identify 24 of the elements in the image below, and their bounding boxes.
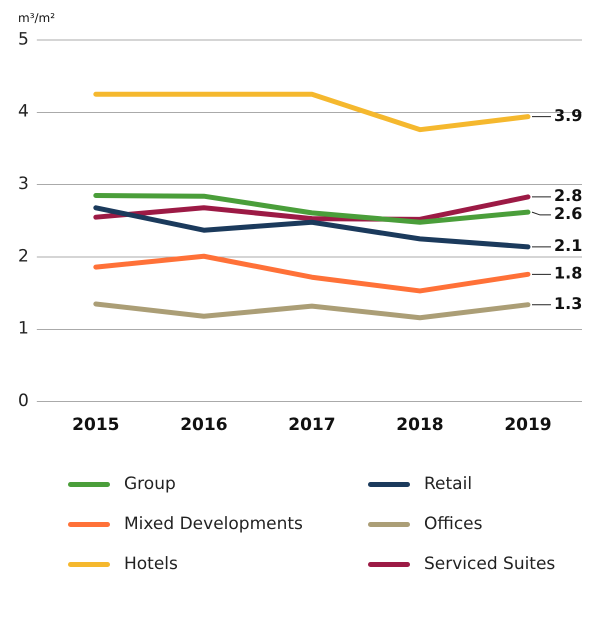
y-tick-label: 2 xyxy=(18,246,29,266)
x-tick-label: 2015 xyxy=(72,415,120,436)
y-tick-label: 4 xyxy=(18,102,29,122)
x-tick-label: 2018 xyxy=(396,415,444,436)
x-tick-label: 2019 xyxy=(504,415,552,436)
legend-label: Serviced Suites xyxy=(424,554,556,574)
data-label: 3.9 xyxy=(554,106,582,125)
data-label: 2.8 xyxy=(554,186,582,206)
legend-label: Group xyxy=(124,474,176,494)
legend-label: Retail xyxy=(424,474,472,494)
legend-label: Hotels xyxy=(124,554,178,574)
data-label: 1.8 xyxy=(554,263,582,282)
legend-label: Offices xyxy=(424,514,482,534)
data-label: 2.6 xyxy=(554,204,582,224)
legend-label: Mixed Developments xyxy=(124,514,303,534)
x-tick-label: 2016 xyxy=(180,415,228,436)
x-tick-label: 2017 xyxy=(288,415,336,436)
y-tick-label: 5 xyxy=(18,29,29,50)
data-label: 1.3 xyxy=(554,294,582,313)
y-tick-label: 0 xyxy=(18,391,29,412)
y-axis-title: m³/m² xyxy=(18,11,56,25)
y-tick-label: 1 xyxy=(18,318,29,339)
data-label: 2.1 xyxy=(554,236,582,255)
y-tick-label: 3 xyxy=(18,174,29,194)
